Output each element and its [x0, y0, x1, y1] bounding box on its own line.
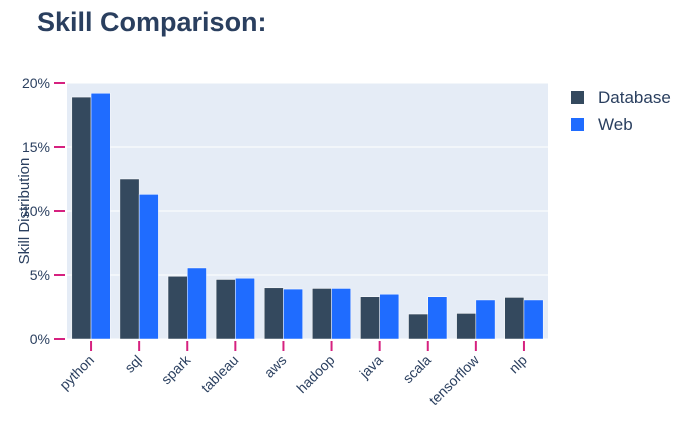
bar-database-nlp: [504, 297, 525, 340]
y-tick-label-10: 10%: [22, 203, 50, 219]
bar-web-sql: [138, 194, 159, 340]
bar-web-spark: [187, 267, 207, 340]
bar-database-aws: [263, 287, 284, 340]
x-tick-label-hadoop: hadoop: [293, 352, 337, 396]
legend: Database Web: [571, 88, 671, 134]
x-tick-label-sql: sql: [121, 352, 145, 376]
y-tick-label-15: 15%: [22, 139, 50, 155]
bar-database-spark: [167, 276, 188, 340]
bar-web-java: [379, 293, 400, 340]
y-axis-label: Skill Distribution: [16, 158, 33, 265]
y-axis: 0% 5% 10% 15% 20%: [22, 75, 65, 347]
bar-database-python: [71, 96, 92, 340]
bar-database-tableau: [215, 279, 236, 340]
x-tick-label-tensorflow: tensorflow: [426, 351, 483, 408]
bar-database-sql: [119, 178, 140, 340]
legend-label-database[interactable]: Database: [598, 88, 671, 107]
legend-swatch-database[interactable]: [571, 91, 584, 104]
bar-web-tensorflow: [475, 299, 496, 340]
x-axis: python sql spark tableau aws hadoop java scalat…: [56, 341, 530, 408]
bar-database-tensorflow: [456, 313, 477, 340]
x-tick-label-nlp: nlp: [506, 352, 531, 377]
bar-database-scala: [408, 313, 429, 340]
chart-title: Skill Comparison:: [37, 7, 267, 37]
bar-database-java: [360, 296, 380, 340]
x-tick-label-python: python: [56, 352, 97, 393]
x-tick-label-spark: spark: [158, 351, 194, 387]
x-tick-label-java: java: [356, 352, 386, 382]
bar-web-hadoop: [331, 288, 352, 340]
bar-web-python: [90, 92, 111, 340]
bar-web-nlp: [523, 299, 544, 340]
bar-web-scala: [427, 296, 448, 340]
legend-swatch-web[interactable]: [571, 118, 584, 131]
y-tick-label-20: 20%: [22, 75, 50, 91]
x-tick-label-aws: aws: [261, 352, 290, 381]
legend-label-web[interactable]: Web: [598, 115, 633, 134]
bar-web-aws: [283, 288, 303, 340]
x-tick-label-scala: scala: [399, 352, 434, 387]
y-tick-label-5: 5%: [30, 267, 50, 283]
y-tick-label-0: 0%: [30, 331, 50, 347]
bar-database-hadoop: [312, 288, 332, 340]
x-tick-label-tableau: tableau: [198, 352, 242, 396]
bars-group: [71, 92, 544, 340]
bar-web-tableau: [235, 277, 255, 340]
